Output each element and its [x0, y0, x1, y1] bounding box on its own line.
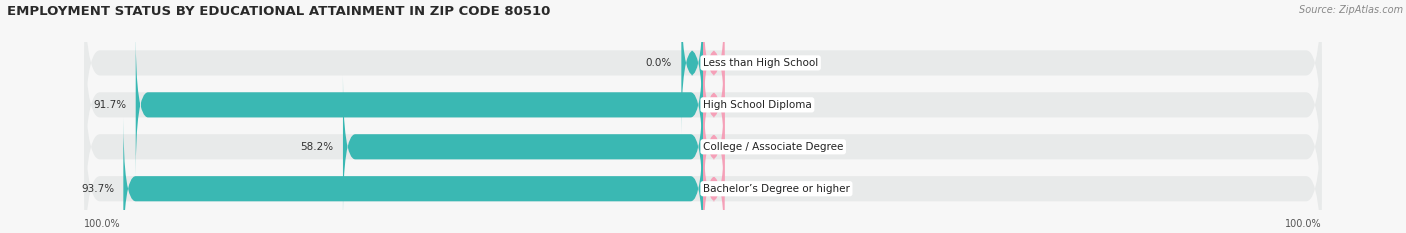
Text: EMPLOYMENT STATUS BY EDUCATIONAL ATTAINMENT IN ZIP CODE 80510: EMPLOYMENT STATUS BY EDUCATIONAL ATTAINM…	[7, 5, 550, 18]
FancyBboxPatch shape	[682, 0, 703, 134]
FancyBboxPatch shape	[703, 34, 724, 176]
FancyBboxPatch shape	[136, 34, 703, 176]
Text: 0.0%: 0.0%	[734, 184, 761, 194]
Text: 0.0%: 0.0%	[734, 142, 761, 152]
FancyBboxPatch shape	[124, 117, 703, 233]
FancyBboxPatch shape	[343, 75, 703, 218]
Text: 58.2%: 58.2%	[301, 142, 333, 152]
Text: 91.7%: 91.7%	[93, 100, 127, 110]
FancyBboxPatch shape	[84, 13, 1322, 197]
Text: Less than High School: Less than High School	[703, 58, 818, 68]
Text: 0.0%: 0.0%	[734, 100, 761, 110]
FancyBboxPatch shape	[703, 117, 724, 233]
Text: High School Diploma: High School Diploma	[703, 100, 811, 110]
Text: 100.0%: 100.0%	[84, 219, 121, 229]
Text: Source: ZipAtlas.com: Source: ZipAtlas.com	[1299, 5, 1403, 15]
FancyBboxPatch shape	[703, 0, 724, 134]
Text: 0.0%: 0.0%	[645, 58, 672, 68]
FancyBboxPatch shape	[84, 55, 1322, 233]
Text: College / Associate Degree: College / Associate Degree	[703, 142, 844, 152]
FancyBboxPatch shape	[84, 0, 1322, 155]
FancyBboxPatch shape	[703, 75, 724, 218]
FancyBboxPatch shape	[84, 96, 1322, 233]
Text: 0.0%: 0.0%	[734, 58, 761, 68]
Text: 100.0%: 100.0%	[1285, 219, 1322, 229]
Text: 93.7%: 93.7%	[82, 184, 114, 194]
Text: Bachelor’s Degree or higher: Bachelor’s Degree or higher	[703, 184, 849, 194]
